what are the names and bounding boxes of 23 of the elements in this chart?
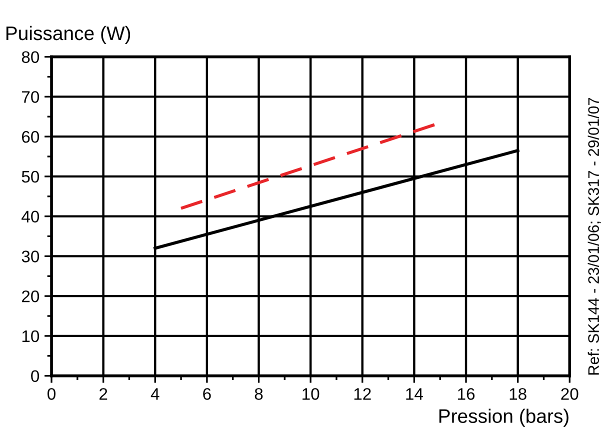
y-tick-label: 50 [22,170,40,183]
x-tick-label: 8 [254,388,263,400]
x-tick-label: 18 [510,388,526,400]
x-tick-label: 6 [203,388,211,400]
x-tick-label: 10 [302,388,320,400]
y-tick-label: 40 [22,210,40,223]
x-tick-label: 0 [48,388,56,400]
x-tick-label: 4 [150,388,160,400]
x-axis-title: Pression (bars) [439,408,568,427]
y-tick-label: 0 [31,370,40,382]
text: Ref: SK144 - 23/01/06; SK317 - 29/01/07 [588,98,601,375]
y-axis-title: Puissance (W) [6,26,130,44]
y-tick-label: 70 [22,91,40,103]
x-tick-label: 14 [406,388,423,400]
y-tick-label: 80 [22,51,40,64]
x-tick-label: 20 [561,388,578,400]
x-tick-label: 16 [458,388,475,400]
y-tick-label: 30 [22,250,40,262]
y-tick-label: 10 [22,330,40,342]
x-tick-label: 2 [100,388,108,400]
y-tick-label: 60 [22,130,40,143]
y-tick-label: 20 [22,290,40,302]
x-tick-label: 12 [354,388,371,400]
